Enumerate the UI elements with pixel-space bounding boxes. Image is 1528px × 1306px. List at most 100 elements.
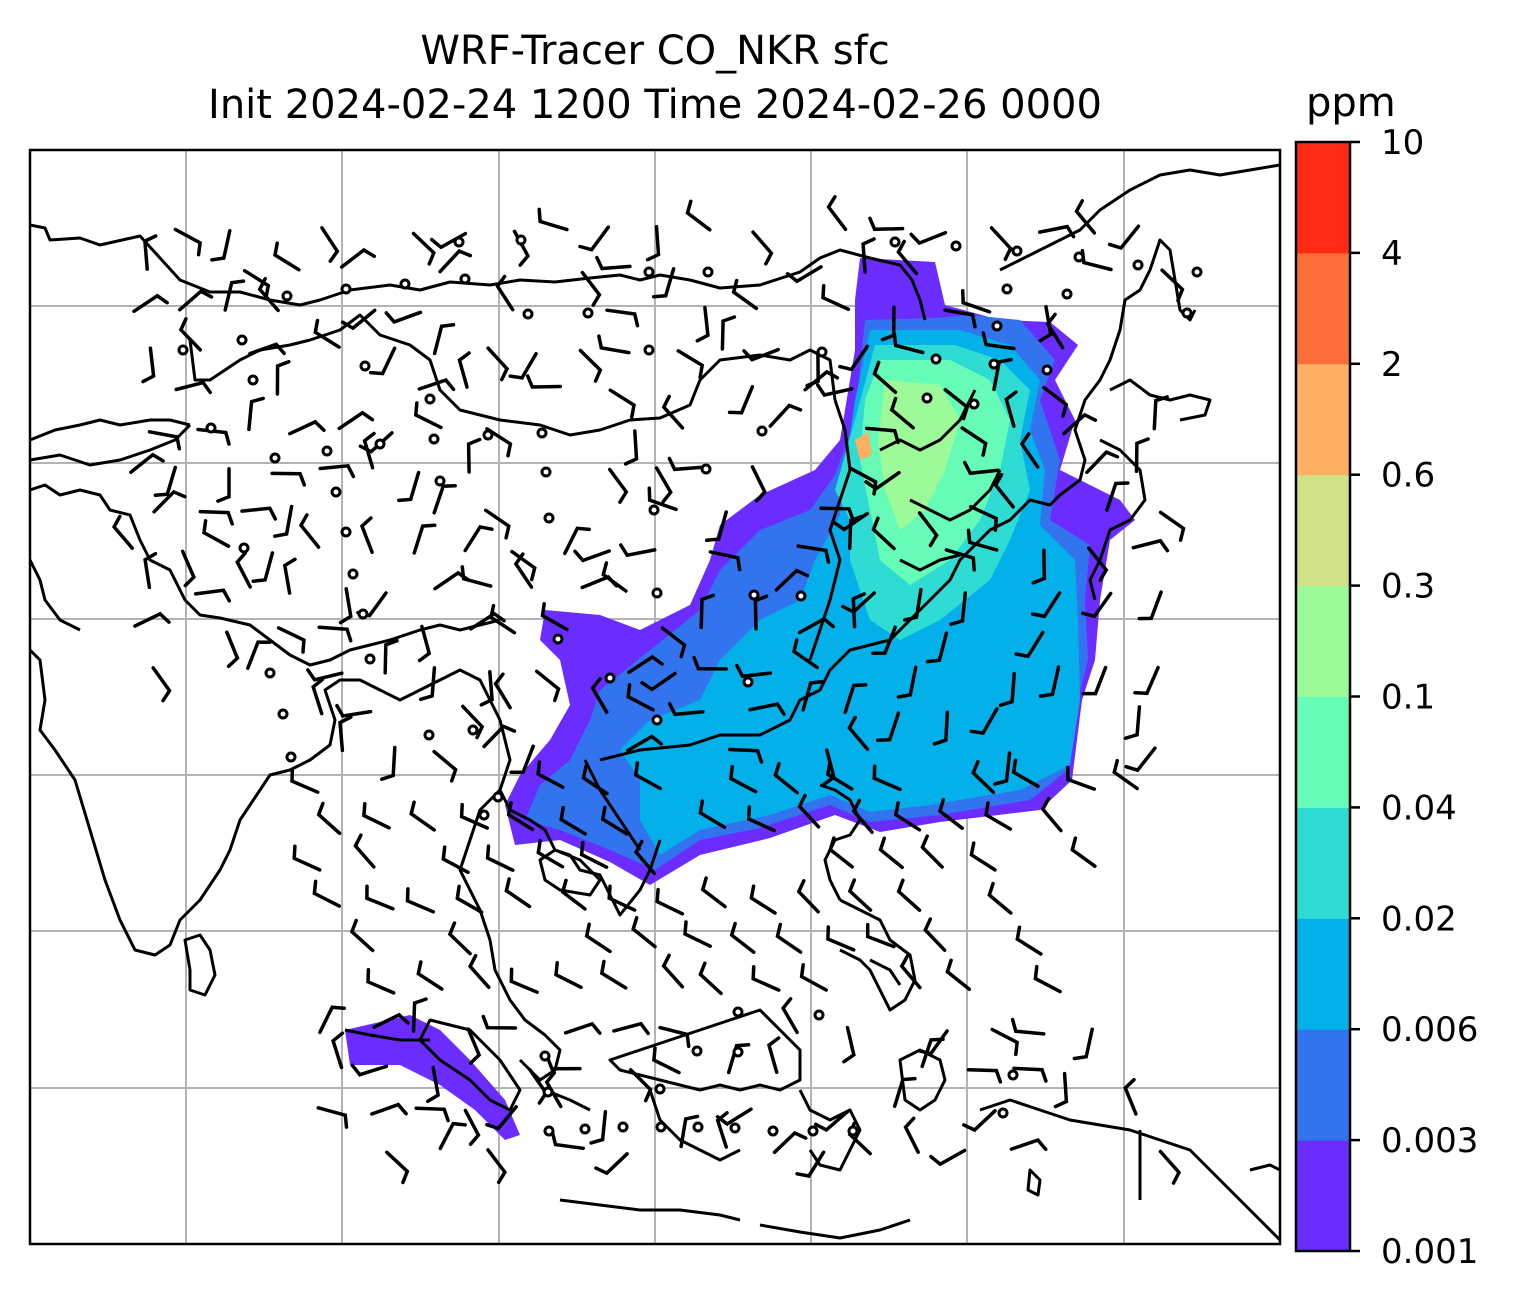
wind-barb-icon	[579, 840, 609, 869]
colorbar-segment	[1296, 252, 1350, 365]
wind-barb-icon	[679, 1114, 700, 1149]
calm-wind-circle-icon	[988, 358, 1000, 370]
wind-barb-icon	[563, 526, 591, 556]
colorbar-segment	[1296, 142, 1350, 254]
wind-barb-icon	[469, 611, 506, 631]
wind-barb-icon	[727, 747, 764, 764]
calm-wind-circle-icon	[930, 353, 942, 365]
colorbar-tick-label: 0.04	[1381, 788, 1457, 828]
wind-barb-icon	[1085, 450, 1120, 475]
wind-barb-icon	[1010, 1017, 1046, 1036]
wind-barb-icon	[466, 1027, 482, 1065]
calm-wind-circle-icon	[359, 360, 371, 372]
wind-barb-icon	[275, 359, 291, 396]
wind-barb-icon	[826, 925, 856, 952]
wind-barb-icon	[892, 331, 925, 355]
wind-barb-icon	[655, 887, 685, 916]
wind-barb-icon	[652, 1046, 681, 1075]
wind-barb-icon	[513, 552, 534, 589]
wind-barb-icon	[316, 1106, 349, 1129]
wind-barb-icon	[775, 922, 803, 954]
wind-barb-icon	[151, 666, 172, 703]
wind-barb-icon	[599, 959, 628, 990]
calm-wind-circle-icon	[1001, 283, 1013, 295]
calm-wind-circle-icon	[702, 266, 714, 278]
calm-wind-circles	[177, 234, 1203, 1137]
calm-wind-circle-icon	[236, 334, 248, 346]
calm-wind-circle-icon	[643, 266, 655, 278]
calm-wind-circle-icon	[968, 398, 980, 410]
wind-barb-icon	[865, 922, 896, 949]
wind-barb-icon	[438, 1121, 467, 1151]
wind-barb-icon	[584, 922, 612, 954]
calm-wind-circle-icon	[651, 714, 663, 726]
wind-barb-icon	[865, 426, 900, 445]
wind-barb-icon	[981, 331, 1016, 351]
wind-barb-icon	[493, 672, 512, 710]
wind-barb-icon	[509, 744, 535, 775]
wind-barb-icon	[340, 308, 377, 331]
wind-barb-icon	[842, 1025, 856, 1064]
wind-barb-icon	[607, 884, 637, 912]
wind-barb-icon	[640, 671, 677, 692]
wind-barb-icon	[750, 465, 767, 503]
wind-barb-icon	[317, 625, 353, 643]
wind-barb-icon	[173, 227, 202, 257]
wind-barb-icon	[290, 767, 320, 794]
wind-barb-icon	[411, 997, 428, 1033]
calm-wind-circle-icon	[269, 452, 281, 464]
wind-barb-icon	[508, 351, 538, 380]
calm-wind-circle-icon	[321, 445, 333, 457]
wind-barb-icon	[647, 486, 678, 512]
calm-wind-circle-icon	[434, 475, 446, 487]
wind-barb-icon	[667, 701, 705, 717]
calm-wind-circle-icon	[729, 1122, 741, 1134]
wind-barb-icon	[608, 388, 636, 419]
calm-wind-circle-icon	[991, 320, 1003, 332]
wind-barb-icon	[270, 471, 307, 487]
wind-barb-icon	[698, 799, 727, 829]
wind-barb-icon	[509, 967, 539, 994]
calm-wind-circle-icon	[847, 1125, 859, 1137]
wind-barb-icon	[726, 1042, 751, 1075]
wind-barb-icon	[819, 506, 855, 522]
wind-barb-icon	[1042, 385, 1069, 418]
calm-wind-circle-icon	[247, 374, 259, 386]
wind-barb-icon	[362, 431, 376, 470]
wind-barb-icon	[1011, 758, 1040, 788]
calm-wind-circle-icon	[692, 1121, 704, 1133]
wind-barb-icon	[370, 1102, 408, 1116]
wind-barb-icon	[504, 877, 532, 909]
wind-barb-icon	[432, 483, 457, 515]
wind-barb-icon	[276, 626, 306, 654]
wind-barb-icon	[143, 234, 158, 271]
wind-barb-icon	[240, 506, 278, 521]
wind-barb-icon	[864, 470, 901, 491]
map-subtitle: Init 2024-02-24 1200 Time 2024-02-26 000…	[208, 82, 1102, 128]
colorbar-segment	[1296, 807, 1350, 919]
colorbar-segment	[1296, 585, 1350, 697]
wind-barb-icon	[872, 764, 902, 792]
wind-barb-icon	[560, 878, 587, 911]
wind-barb-icon	[826, 195, 848, 232]
wind-barb-icon	[298, 513, 321, 549]
wind-barb-icon	[335, 703, 373, 718]
wind-barb-icon	[1123, 1077, 1138, 1116]
wind-barb-icon	[847, 878, 873, 912]
wind-barb-icon	[559, 805, 587, 836]
wind-barb-icon	[313, 318, 341, 349]
wind-barb-icon	[1040, 796, 1063, 833]
colorbar-tick-label: 0.6	[1381, 456, 1435, 496]
wind-barb-icon	[742, 347, 780, 362]
wind-barb-icon	[1152, 395, 1169, 431]
wind-barb-icon	[1133, 665, 1160, 696]
wind-barb-icon	[917, 511, 939, 548]
wind-barb-icon	[1012, 1066, 1048, 1083]
colorbar-segment	[1296, 918, 1350, 1030]
wind-barb-icon	[889, 396, 915, 430]
wind-barb-icon	[626, 683, 655, 712]
wind-barb-icon	[417, 624, 432, 663]
wind-barb-icon	[385, 1150, 410, 1185]
wind-barb-icon	[796, 544, 831, 564]
calm-wind-circle-icon	[1132, 259, 1144, 271]
